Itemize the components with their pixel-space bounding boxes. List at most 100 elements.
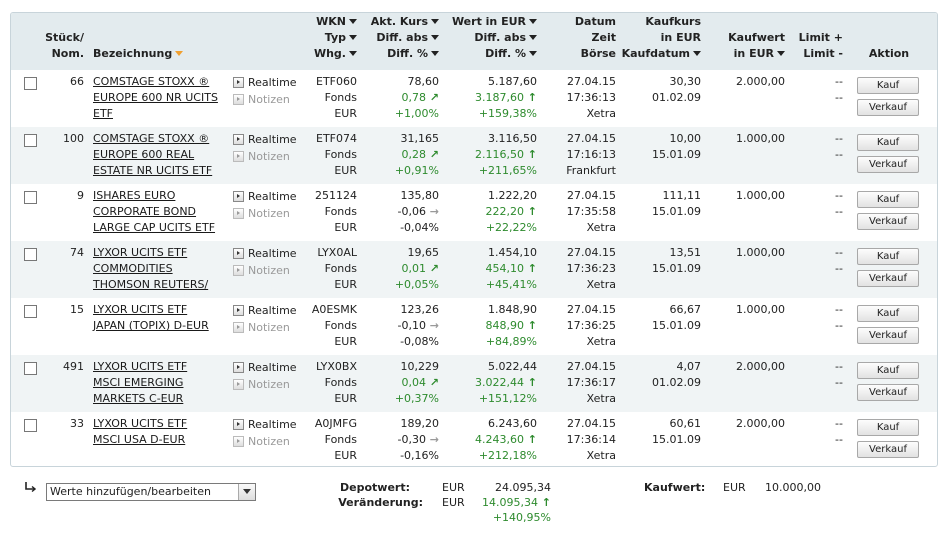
header-name[interactable]: Bezeichnung [93, 46, 184, 62]
row-limit: -- -- [835, 246, 843, 275]
row-name-link[interactable]: LYXOR UCITS ETF MSCI EMERGING MARKETS C-… [93, 360, 188, 405]
verkauf-button[interactable]: Verkauf [857, 441, 919, 458]
notizen-link[interactable]: Notizen [233, 433, 290, 450]
realtime-link[interactable]: Realtime [233, 188, 297, 205]
row-datum: 27.04.15 17:36:13 Xetra [566, 75, 616, 120]
row-wert: 5.187,60 3.187,60 +159,38% [443, 74, 537, 122]
row-kaufwert: 1.000,00 [736, 132, 785, 145]
row-kurs: 189,20 -0,30 -0,16% [357, 416, 439, 464]
row-name-link[interactable]: COMSTAGE STOXX ® EUROPE 600 REAL ESTATE … [93, 132, 213, 177]
realtime-link[interactable]: Realtime [233, 74, 297, 91]
realtime-link[interactable]: Realtime [233, 359, 297, 376]
table-row: 66 COMSTAGE STOXX ® EUROPE 600 NR UCITS … [11, 70, 937, 127]
sort-icon [431, 51, 439, 56]
row-wert: 3.116,50 2.116,50 +211,65% [443, 131, 537, 179]
row-kaufwert: 2.000,00 [736, 75, 785, 88]
realtime-link[interactable]: Realtime [233, 416, 297, 433]
sort-icon [431, 35, 439, 40]
veraenderung-percent: +140,95% [492, 511, 551, 524]
row-limit: -- -- [835, 132, 843, 161]
kauf-button[interactable]: Kauf [857, 305, 919, 322]
kauf-button[interactable]: Kauf [857, 77, 919, 94]
add-edit-values-select[interactable]: Werte hinzufügen/bearbeiten [46, 483, 256, 501]
sort-icon [349, 51, 357, 56]
row-kaufwert: 1.000,00 [736, 303, 785, 316]
kauf-button[interactable]: Kauf [857, 248, 919, 265]
play-icon [233, 191, 244, 202]
kauf-button[interactable]: Kauf [857, 191, 919, 208]
row-name-link[interactable]: LYXOR UCITS ETF MSCI USA D-EUR [93, 417, 188, 446]
verkauf-button[interactable]: Verkauf [857, 99, 919, 116]
chevron-down-icon[interactable] [238, 484, 255, 500]
row-name-link[interactable]: LYXOR UCITS ETF COMMODITIES THOMSON REUT… [93, 246, 209, 291]
row-kurs: 78,60 0,78 +1,00% [357, 74, 439, 122]
row-datum: 27.04.15 17:36:23 Xetra [566, 246, 616, 291]
row-checkbox[interactable] [24, 362, 37, 375]
row-name-link[interactable]: COMSTAGE STOXX ® EUROPE 600 NR UCITS ETF [93, 75, 218, 120]
table-header: Stück/ Nom. Bezeichnung WKN Typ Whg. Akt… [11, 13, 937, 70]
notizen-link[interactable]: Notizen [233, 319, 290, 336]
row-qty: 491 [63, 360, 84, 373]
play-icon [233, 134, 244, 145]
header-aktion: Aktion [868, 47, 910, 60]
play-icon [233, 379, 244, 390]
verkauf-button[interactable]: Verkauf [857, 270, 919, 287]
header-kaufwert[interactable]: Kaufwert in EUR [728, 31, 785, 60]
row-wkn: A0ESMK Fonds EUR [311, 303, 357, 348]
row-limit: -- -- [835, 417, 843, 446]
play-icon [233, 419, 244, 430]
verkauf-button[interactable]: Verkauf [857, 327, 919, 344]
table-row: 74 LYXOR UCITS ETF COMMODITIES THOMSON R… [11, 241, 937, 298]
row-wkn: ETF060 Fonds EUR [316, 75, 357, 120]
notizen-link[interactable]: Notizen [233, 376, 290, 393]
arrow-hook-icon [25, 482, 36, 493]
sort-icon [777, 51, 785, 56]
row-kurs: 31,165 0,28 +0,91% [357, 131, 439, 179]
row-kurs: 135,80 -0,06 -0,04% [357, 188, 439, 236]
realtime-link[interactable]: Realtime [233, 245, 297, 262]
play-icon [233, 322, 244, 333]
row-checkbox[interactable] [24, 305, 37, 318]
row-kurs: 19,65 0,01 +0,05% [357, 245, 439, 293]
row-qty: 15 [70, 303, 84, 316]
row-wert: 6.243,60 4.243,60 +212,18% [443, 416, 537, 464]
sort-icon [349, 19, 357, 24]
play-icon [233, 305, 244, 316]
header-wert[interactable]: Wert in EUR Diff. abs Diff. % [443, 14, 537, 62]
realtime-link[interactable]: Realtime [233, 302, 297, 319]
kauf-button[interactable]: Kauf [857, 134, 919, 151]
row-name-link[interactable]: ISHARES EURO CORPORATE BOND LARGE CAP UC… [93, 189, 216, 234]
header-wkn[interactable]: WKN Typ Whg. [287, 14, 357, 62]
header-kaufkurs[interactable]: Kaufkurs in EUR Kaufdatum [621, 15, 701, 60]
kauf-button[interactable]: Kauf [857, 419, 919, 436]
row-kaufkurs: 4,07 01.02.09 [652, 360, 701, 389]
notizen-link[interactable]: Notizen [233, 262, 290, 279]
row-checkbox[interactable] [24, 419, 37, 432]
veraenderung-value: 14.095,34 [460, 495, 551, 511]
row-wkn: LYX0AL Fonds EUR [317, 246, 357, 291]
row-kaufwert: 1.000,00 [736, 246, 785, 259]
row-name-link[interactable]: LYXOR UCITS ETF JAPAN (TOPIX) D-EUR [93, 303, 209, 332]
header-kurs[interactable]: Akt. Kurs Diff. abs Diff. % [357, 14, 439, 62]
row-limit: -- -- [835, 75, 843, 104]
row-wert: 5.022,44 3.022,44 +151,12% [443, 359, 537, 407]
row-checkbox[interactable] [24, 134, 37, 147]
notizen-link[interactable]: Notizen [233, 205, 290, 222]
verkauf-button[interactable]: Verkauf [857, 213, 919, 230]
depotwert-value: 24.095,34 [495, 481, 551, 494]
row-kaufwert: 1.000,00 [736, 189, 785, 202]
sort-icon [529, 51, 537, 56]
row-qty: 66 [70, 75, 84, 88]
notizen-link[interactable]: Notizen [233, 91, 290, 108]
header-qty[interactable]: Stück/ Nom. [45, 31, 84, 60]
row-checkbox[interactable] [24, 191, 37, 204]
notizen-link[interactable]: Notizen [233, 148, 290, 165]
verkauf-button[interactable]: Verkauf [857, 384, 919, 401]
realtime-link[interactable]: Realtime [233, 131, 297, 148]
verkauf-button[interactable]: Verkauf [857, 156, 919, 173]
row-checkbox[interactable] [24, 248, 37, 261]
table-row: 15 LYXOR UCITS ETF JAPAN (TOPIX) D-EUR R… [11, 298, 937, 355]
row-checkbox[interactable] [24, 77, 37, 90]
kauf-button[interactable]: Kauf [857, 362, 919, 379]
row-qty: 33 [70, 417, 84, 430]
